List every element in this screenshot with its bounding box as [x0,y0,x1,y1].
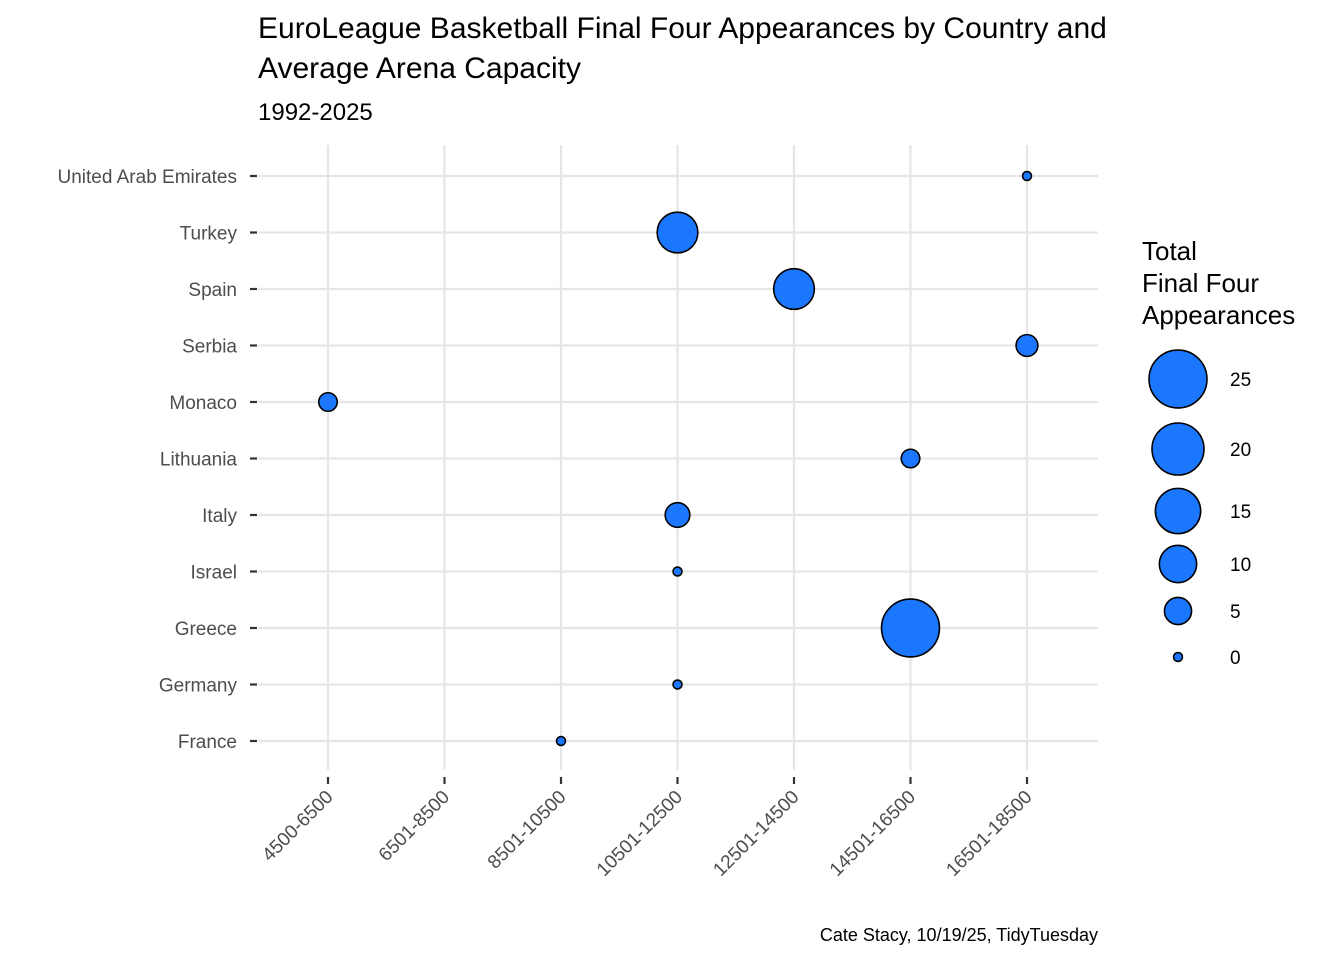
x-tick-label: 14501-16500 [826,787,920,881]
x-tick-label: 12501-14500 [709,787,803,881]
bubble-lithuania [900,448,921,469]
y-tick-label: Lithuania [160,450,238,471]
data-points [317,170,1039,747]
bubble-serbia [1015,333,1039,358]
bubble-united-arab-emirates [1021,170,1033,182]
legend-title-line-1: Total [1142,236,1197,266]
y-tick-label: Monaco [169,393,237,414]
y-tick-label: Germany [159,676,238,697]
legend-title-line-3: Appearances [1142,300,1295,330]
x-axis: 4500-6500 6501-8500 8501-10500 10501-12500 1… [258,777,1037,881]
x-tick-label: 6501-8500 [375,787,454,866]
bubble-israel [672,566,683,577]
x-tick-label: 16501-18500 [942,787,1036,881]
legend-title-line-2: Final Four [1142,268,1259,298]
legend-key-label: 20 [1230,440,1251,461]
chart-title-line-2: Average Arena Capacity [258,52,581,85]
y-tick-label: France [178,732,237,753]
legend-key-label: 10 [1230,555,1251,576]
legend-key-circle [1154,487,1202,535]
bubble-turkey [656,211,699,254]
legend-key-label: 15 [1230,502,1251,523]
y-tick-label: Greece [175,619,237,640]
legend-key-label: 5 [1230,602,1241,623]
bubble-germany [672,679,683,690]
x-tick-label: 10501-12500 [593,787,687,881]
size-legend: Total Final Four Appearances 25 20 15 10 5 0 [1142,236,1295,669]
legend-key-circle [1148,349,1208,409]
legend-key-circle [1163,596,1193,626]
y-tick-label: Serbia [182,337,237,358]
bubble-monaco [317,391,339,413]
y-tick-label: Turkey [180,224,238,245]
y-tick-label: Italy [202,506,237,527]
chart-subtitle: 1992-2025 [258,99,373,126]
x-tick-label: 4500-6500 [258,787,337,866]
y-tick-label: Israel [191,563,237,584]
chart-caption: Cate Stacy, 10/19/25, TidyTuesday [820,925,1098,945]
legend-key-label: 0 [1230,648,1241,669]
bubble-greece [880,598,941,658]
x-tick-label: 8501-10500 [484,787,571,874]
bubble-spain [772,267,816,311]
y-tick-label: Spain [188,280,237,301]
y-axis: France Germany Greece Israel Italy Lithuania M… [57,167,257,753]
legend-key-circle [1151,422,1205,476]
legend-key-circle [1158,544,1198,584]
legend-key-label: 25 [1230,370,1251,391]
legend-key-circle [1172,651,1184,663]
bubble-france [555,735,567,747]
bubble-italy [664,501,691,529]
chart-title-line-1: EuroLeague Basketball Final Four Appeara… [258,12,1107,45]
y-tick-label: United Arab Emirates [57,167,237,188]
